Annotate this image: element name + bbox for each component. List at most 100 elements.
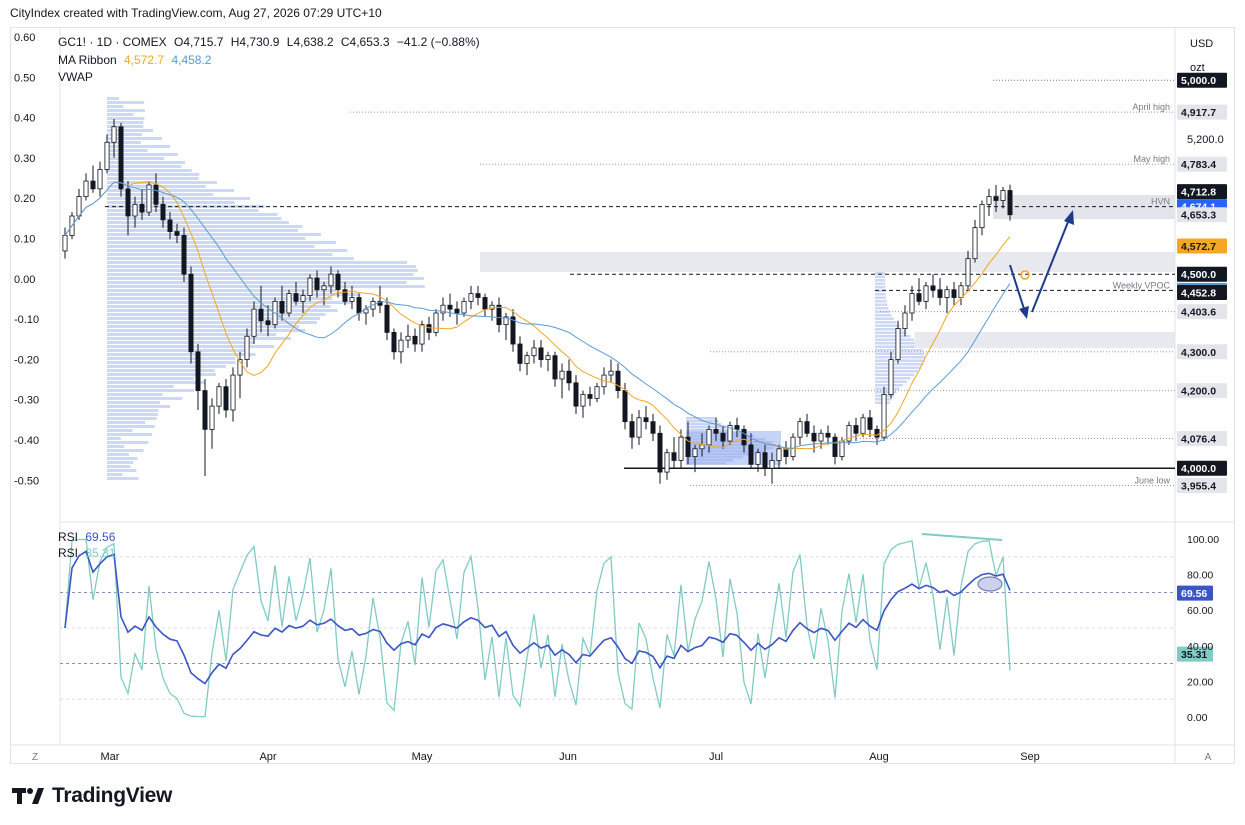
volume-profile-bar xyxy=(107,137,162,140)
volume-profile-bar xyxy=(875,391,897,394)
candle-down xyxy=(671,452,677,461)
candle-down xyxy=(153,184,159,205)
volume-profile-bar xyxy=(107,373,216,376)
candle-down xyxy=(713,428,719,434)
ma-fast-value: 4,572.7 xyxy=(124,53,165,67)
candle-down xyxy=(174,231,180,236)
candle-up xyxy=(349,297,355,302)
candle-up xyxy=(979,203,985,229)
chart-svg[interactable]: 0.60 0.50 0.40 0.30 0.20 0.10 0.00 -0.10 -0.20 -0… xyxy=(10,27,1235,764)
candle-down xyxy=(391,331,397,353)
candle-up xyxy=(909,293,915,314)
left-axis-label: 0.30 xyxy=(14,153,35,165)
volume-profile-bar xyxy=(107,353,256,356)
arrow-up-head xyxy=(1064,210,1074,225)
price-tag-label: 4,452.8 xyxy=(1181,288,1216,300)
goto-start-button[interactable]: Z xyxy=(32,752,38,763)
volume-profile-bar xyxy=(107,273,414,276)
candle-up xyxy=(286,293,292,314)
tradingview-logo[interactable]: TradingView xyxy=(12,784,172,808)
candle-down xyxy=(734,425,740,430)
candle-up xyxy=(972,227,978,260)
ma-slow-value: 4,458.2 xyxy=(171,53,212,67)
left-axis-label: -0.40 xyxy=(14,435,39,447)
volume-profile-bar xyxy=(107,329,306,332)
volume-profile-bar xyxy=(875,286,886,289)
price-tag xyxy=(1177,266,1227,282)
price-tag xyxy=(1177,156,1227,172)
volume-profile-bar xyxy=(107,449,144,452)
volume-profile-bar xyxy=(107,453,129,456)
volume-profile-bar xyxy=(107,297,333,300)
candle-up xyxy=(132,203,138,217)
volume-profile-bar xyxy=(107,429,133,432)
volume-profile-bar xyxy=(107,213,278,216)
volume-profile-bar xyxy=(875,272,886,275)
volume-profile-bar xyxy=(107,465,131,468)
volume-profile-bar xyxy=(107,169,192,172)
volume-profile-bar xyxy=(107,133,142,136)
candle-up xyxy=(1000,190,1006,201)
volume-profile-bar xyxy=(107,261,408,264)
rsi-legend-1: RSI 69.56 xyxy=(58,530,119,544)
volume-profile-bar xyxy=(686,417,718,420)
volume-profile-bar xyxy=(107,149,148,152)
volume-profile-bar xyxy=(107,473,123,476)
candle-down xyxy=(657,432,663,473)
candle-up xyxy=(216,386,222,407)
candle-down xyxy=(930,285,936,291)
price-tag xyxy=(1177,238,1227,254)
left-axis-label: 0.50 xyxy=(14,72,35,84)
candle-up xyxy=(244,335,250,360)
candle-up xyxy=(461,300,467,314)
volume-profile-bar xyxy=(107,217,282,220)
rsi-axis-label: 40.00 xyxy=(1187,641,1213,653)
left-axis-label: -0.10 xyxy=(14,314,39,326)
vwap-legend: VWAP xyxy=(58,70,97,84)
x-axis-label-jul: Jul xyxy=(709,751,723,763)
volume-profile-bar xyxy=(107,173,200,176)
ma-legend: MA Ribbon 4,572.7 4,458.2 xyxy=(58,53,215,67)
candle-up xyxy=(678,436,684,461)
x-axis-label-mar: Mar xyxy=(101,751,120,763)
price-tag xyxy=(1177,431,1227,447)
candle-up xyxy=(433,312,439,333)
candle-up xyxy=(902,312,908,329)
left-axis-label: -0.50 xyxy=(14,475,39,487)
tradingview-logo-icon xyxy=(12,786,44,806)
candle-down xyxy=(916,293,922,302)
volume-profile-bar xyxy=(107,249,348,252)
volume-profile-bar xyxy=(107,225,303,228)
arrow-up-line xyxy=(1031,216,1071,313)
candle-up xyxy=(405,335,411,341)
rsi-value-tag-label: 35.31 xyxy=(1181,649,1207,661)
volume-profile-bar xyxy=(107,405,171,408)
candle-down xyxy=(720,432,726,442)
volume-profile-bar xyxy=(875,331,907,334)
volume-profile-bar xyxy=(875,317,894,320)
candle-down xyxy=(454,308,460,314)
candle-down xyxy=(517,343,523,364)
volume-profile-bar xyxy=(107,385,174,388)
volume-profile-bar xyxy=(107,209,259,212)
price-axis-unit: ozt xyxy=(1190,62,1205,74)
left-axis-label: 0.00 xyxy=(14,274,35,286)
volume-profile-bar xyxy=(107,97,119,100)
volume-profile-bar xyxy=(107,321,317,324)
candle-up xyxy=(895,328,901,360)
candle-down xyxy=(587,394,593,399)
ma-label: MA Ribbon xyxy=(58,53,117,67)
annotation-label: June low xyxy=(1134,476,1170,486)
volume-profile-bar xyxy=(107,301,352,304)
candle-up xyxy=(531,347,537,357)
candle-down xyxy=(1007,190,1013,216)
ma-slow-line xyxy=(64,181,1011,449)
price-axis-label: 5,200.0 xyxy=(1187,134,1224,146)
volume-profile-bar xyxy=(107,177,199,180)
candle-up xyxy=(594,386,600,399)
candle-up xyxy=(524,355,530,364)
volume-profile-left xyxy=(107,97,425,480)
price-tag-label: 4,783.4 xyxy=(1181,159,1216,171)
auto-scale-button[interactable]: A xyxy=(1205,752,1212,763)
annotation-label: May high xyxy=(1133,154,1170,164)
